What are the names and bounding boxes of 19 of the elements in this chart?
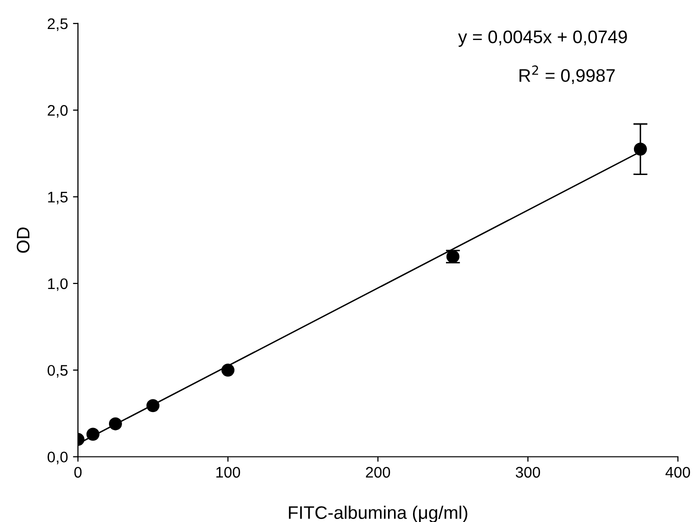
x-tick-label: 300 [516,466,540,478]
point [108,417,122,430]
annotation: R$^{2}$ = 0,9987 [520,65,615,84]
annotation: y = 0,0045x + 0,0749 [458,30,627,47]
y-tick-label: 0,5 [48,364,68,378]
x-tick-label: 100 [216,466,240,478]
point [86,428,100,441]
y-tick-label: 2,0 [48,105,68,118]
y-tick-label: 0,0 [48,452,68,464]
point [634,142,647,156]
x-tick-label: 200 [366,466,390,478]
point [221,364,234,377]
point [146,399,160,412]
y-tick-label: 1,0 [48,278,68,291]
x-tick-label: 400 [666,466,690,478]
y-tick-label: 1,5 [48,192,68,204]
y-axis-title: OD [16,227,30,253]
x-tick-label: 0 [74,466,82,478]
y-tick-label: 2,5 [48,18,68,31]
